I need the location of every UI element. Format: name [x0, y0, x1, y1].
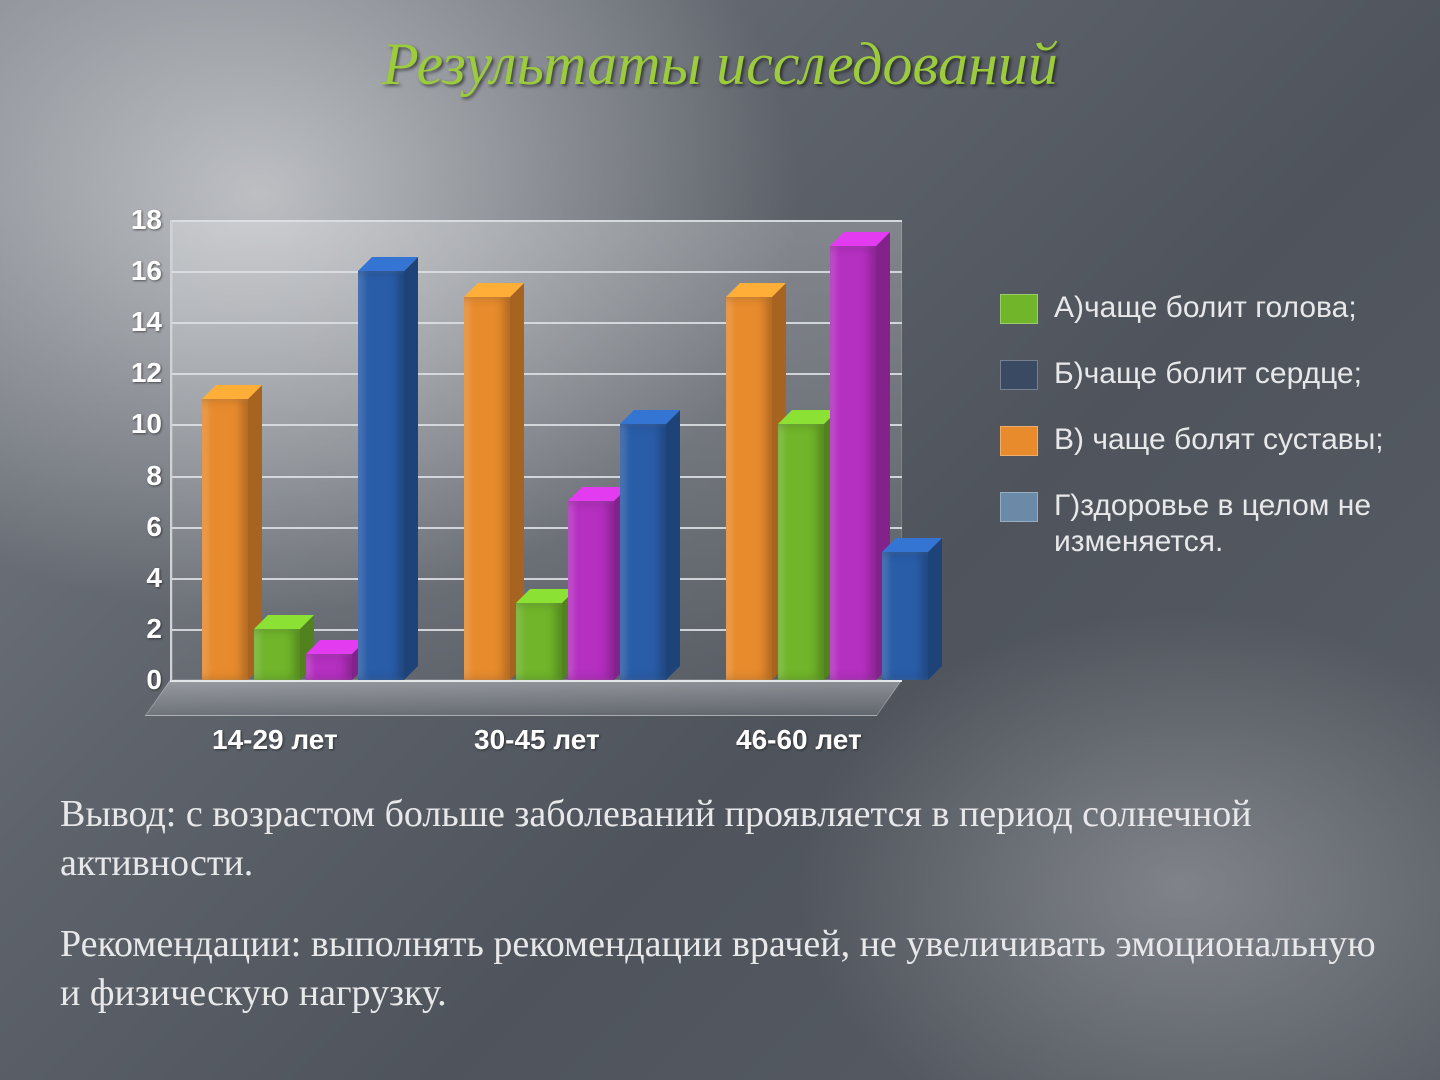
bar	[726, 297, 772, 680]
gridline	[172, 220, 902, 222]
bar	[830, 246, 876, 680]
legend-item: Г)здоровье в целом не изменяется.	[1000, 488, 1400, 560]
legend-item: Б)чаще болит сердце;	[1000, 356, 1400, 392]
bar	[778, 424, 824, 680]
conclusion-text: Вывод: с возрастом больше заболеваний пр…	[60, 790, 1380, 889]
legend-item: А)чаще болит голова;	[1000, 290, 1400, 326]
legend: А)чаще болит голова; Б)чаще болит сердце;…	[1000, 290, 1400, 590]
y-tick-label: 0	[146, 664, 162, 696]
legend-label: Б)чаще болит сердце;	[1054, 356, 1362, 392]
legend-label: В) чаще болят суставы;	[1054, 422, 1384, 458]
bar	[516, 603, 562, 680]
slide-title: Результаты исследований	[0, 30, 1440, 99]
y-tick-label: 4	[146, 562, 162, 594]
plot-area: 02468101214161814-29 лет30-45 лет46-60 л…	[170, 220, 902, 682]
bar	[620, 424, 666, 680]
bar	[358, 271, 404, 680]
y-tick-label: 16	[131, 255, 162, 287]
y-tick-label: 8	[146, 460, 162, 492]
bar-chart: 02468101214161814-29 лет30-45 лет46-60 л…	[100, 210, 970, 750]
legend-swatch	[1000, 426, 1038, 456]
legend-swatch	[1000, 492, 1038, 522]
gridline	[172, 271, 902, 273]
legend-label: А)чаще болит голова;	[1054, 290, 1357, 326]
y-tick-label: 10	[131, 408, 162, 440]
bar	[882, 552, 928, 680]
x-category-label: 30-45 лет	[474, 724, 600, 756]
y-tick-label: 2	[146, 613, 162, 645]
bar	[306, 654, 352, 680]
gridline	[172, 322, 902, 324]
x-category-label: 14-29 лет	[212, 724, 338, 756]
bar	[254, 629, 300, 680]
bar	[464, 297, 510, 680]
y-tick-label: 12	[131, 357, 162, 389]
y-tick-label: 18	[131, 204, 162, 236]
legend-label: Г)здоровье в целом не изменяется.	[1054, 488, 1400, 560]
legend-item: В) чаще болят суставы;	[1000, 422, 1400, 458]
x-category-label: 46-60 лет	[736, 724, 862, 756]
legend-swatch	[1000, 294, 1038, 324]
gridline	[172, 373, 902, 375]
bar	[202, 399, 248, 680]
legend-swatch	[1000, 360, 1038, 390]
bar	[568, 501, 614, 680]
y-tick-label: 14	[131, 306, 162, 338]
plot-floor	[145, 680, 902, 716]
recommendation-text: Рекомендации: выполнять рекомендации вра…	[60, 920, 1380, 1019]
y-tick-label: 6	[146, 511, 162, 543]
